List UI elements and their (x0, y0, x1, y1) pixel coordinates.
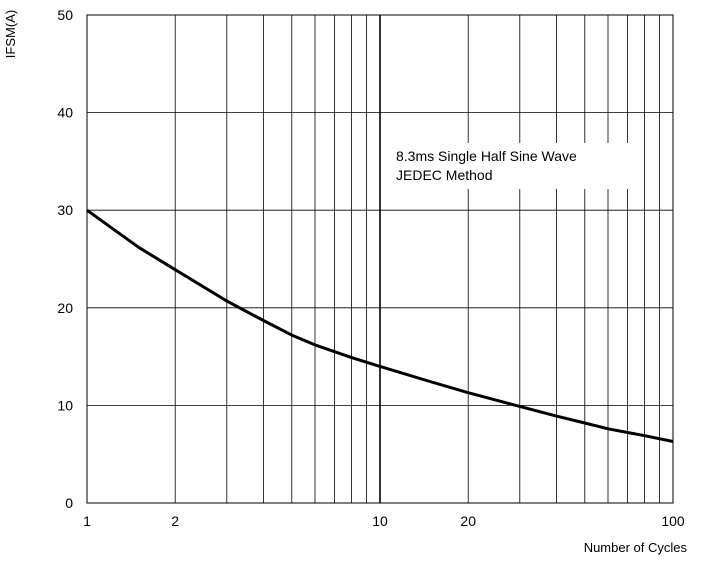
x-tick-label: 1 (83, 513, 91, 529)
y-tick-label: 30 (57, 202, 73, 218)
annotation-line-1: 8.3ms Single Half Sine Wave (396, 148, 577, 164)
x-tick-labels: 1 2 10 20 100 (83, 513, 685, 529)
annotation-box (390, 143, 640, 189)
x-tick-label: 100 (661, 513, 685, 529)
x-tick-label: 2 (171, 513, 179, 529)
annotation-background (390, 143, 640, 189)
grid (87, 15, 673, 503)
series (86, 208, 674, 443)
annotation-line-2: JEDEC Method (396, 167, 492, 183)
plot-frame (86, 14, 674, 504)
x-tick-label: 20 (460, 513, 476, 529)
x-tick-label: 10 (372, 513, 388, 529)
y-tick-label: 20 (57, 300, 73, 316)
y-tick-label: 40 (57, 105, 73, 121)
x-axis-title: Number of Cycles (584, 540, 688, 555)
series-line (86, 208, 674, 443)
y-axis-title: IFSM(A) (3, 10, 18, 58)
y-tick-label: 50 (57, 7, 73, 23)
y-tick-label: 0 (65, 495, 73, 511)
y-tick-labels: 0 10 20 30 40 50 (57, 7, 73, 511)
y-tick-label: 10 (57, 397, 73, 413)
